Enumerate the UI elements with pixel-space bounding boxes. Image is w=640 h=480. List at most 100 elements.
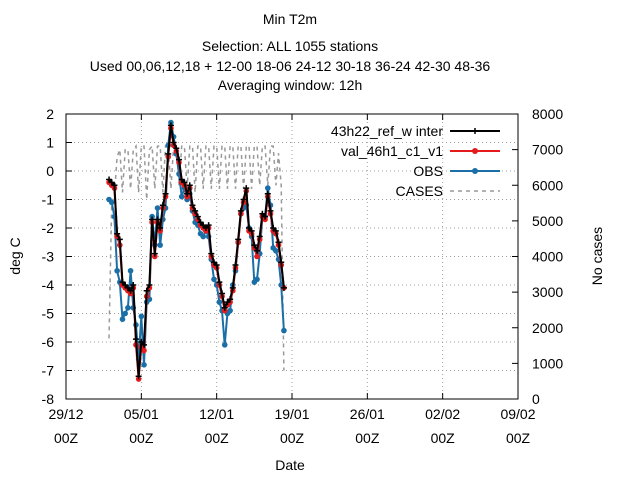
data-point bbox=[273, 248, 279, 254]
data-point bbox=[208, 250, 215, 257]
chart-title-line-4: Averaging window: 12h bbox=[218, 77, 363, 93]
data-point bbox=[143, 287, 150, 294]
data-point bbox=[211, 276, 217, 283]
y-tick-label: -5 bbox=[42, 306, 55, 322]
data-point bbox=[254, 276, 260, 283]
x-tick-label-hour: 00Z bbox=[54, 430, 79, 446]
data-point bbox=[232, 262, 239, 269]
data-point bbox=[216, 279, 223, 286]
data-point bbox=[184, 190, 191, 197]
x-tick-label-hour: 00Z bbox=[280, 430, 305, 446]
data-point bbox=[176, 156, 182, 163]
data-point bbox=[200, 233, 207, 240]
series-line bbox=[108, 144, 285, 371]
y2-tick-label: 8000 bbox=[532, 106, 563, 122]
legend-marker bbox=[472, 148, 478, 154]
legend-marker bbox=[472, 168, 478, 174]
y-tick-label: 2 bbox=[46, 106, 54, 122]
data-point bbox=[264, 190, 271, 197]
data-point bbox=[280, 284, 287, 291]
y-tick-label: 1 bbox=[46, 135, 54, 151]
x-tick-label-date: 02/02 bbox=[425, 406, 460, 422]
data-point bbox=[235, 236, 242, 243]
x-tick-label-date: 12/01 bbox=[199, 406, 234, 422]
data-point bbox=[221, 304, 228, 311]
y-tick-label: -7 bbox=[42, 363, 55, 379]
data-point bbox=[132, 336, 139, 343]
y2-tick-label: 4000 bbox=[532, 249, 563, 265]
data-point bbox=[237, 207, 244, 214]
legend: 43h22_ref_w inter val_46h1_c1_v1 OBS CASES bbox=[331, 123, 500, 199]
y2-tick-label: 0 bbox=[532, 391, 540, 407]
data-point bbox=[240, 196, 247, 203]
data-point bbox=[192, 207, 199, 214]
data-point bbox=[157, 242, 163, 248]
data-point bbox=[157, 225, 164, 231]
x-axis-label: Date bbox=[275, 457, 305, 473]
data-point bbox=[227, 307, 233, 314]
data-point bbox=[135, 373, 142, 380]
data-point bbox=[125, 305, 131, 311]
data-point bbox=[141, 341, 148, 348]
data-point bbox=[213, 262, 220, 269]
x-tick-label-hour: 00Z bbox=[431, 430, 456, 446]
data-point bbox=[138, 313, 145, 320]
data-point bbox=[167, 122, 174, 129]
data-point bbox=[267, 207, 274, 214]
chart-title-line-3: Used 00,06,12,18 + 12-00 18-06 24-12 30-… bbox=[90, 58, 491, 74]
data-point bbox=[272, 227, 279, 234]
data-point bbox=[219, 290, 226, 297]
x-tick-label-date: 26/01 bbox=[350, 406, 385, 422]
data-point bbox=[189, 202, 196, 209]
data-point bbox=[181, 179, 188, 186]
data-point bbox=[221, 342, 228, 348]
data-point bbox=[127, 287, 134, 294]
data-point bbox=[205, 222, 212, 229]
data-point bbox=[275, 239, 282, 246]
x-tick-label-date: 29/12 bbox=[48, 406, 83, 422]
chart-title-line-1: Min T2m bbox=[263, 11, 317, 27]
data-point bbox=[254, 247, 261, 254]
data-point bbox=[256, 233, 263, 240]
y-axis-label: deg C bbox=[7, 237, 23, 274]
data-point bbox=[162, 190, 169, 197]
y-tick-label: -6 bbox=[42, 334, 55, 350]
data-point bbox=[264, 185, 271, 191]
axis-ticks: 2 1 0 -1 -2 -3 -4 -5 -6 -7 -8 8000 7000 6000 5000 4000 3… bbox=[42, 106, 564, 446]
data-point bbox=[111, 182, 118, 189]
data-point bbox=[141, 362, 147, 368]
data-point bbox=[149, 216, 156, 223]
data-point bbox=[216, 299, 223, 305]
y-tick-label: -1 bbox=[42, 192, 55, 208]
data-point bbox=[119, 316, 126, 323]
series-layer bbox=[106, 119, 287, 382]
data-point bbox=[159, 202, 166, 209]
data-point bbox=[178, 193, 185, 200]
data-point bbox=[154, 216, 161, 223]
data-point bbox=[248, 227, 255, 234]
data-point bbox=[151, 250, 158, 257]
y-tick-label: -3 bbox=[42, 249, 55, 265]
data-point bbox=[146, 282, 153, 288]
legend-label: 43h22_ref_w inter bbox=[331, 123, 443, 139]
data-point bbox=[243, 185, 250, 192]
data-point bbox=[186, 182, 193, 189]
legend-label: CASES bbox=[396, 183, 443, 199]
data-point bbox=[116, 236, 123, 243]
legend-marker bbox=[472, 128, 478, 134]
y2-axis-label: No cases bbox=[589, 227, 605, 285]
chart-title-block: Min T2m Selection: ALL 1055 stations Use… bbox=[90, 11, 491, 93]
y-tick-label: -8 bbox=[42, 391, 55, 407]
chart-title-line-2: Selection: ALL 1055 stations bbox=[202, 38, 378, 54]
x-tick-label-hour: 00Z bbox=[355, 430, 380, 446]
y-tick-label: 0 bbox=[46, 163, 54, 179]
data-point bbox=[254, 253, 260, 260]
data-point bbox=[141, 347, 147, 354]
y2-tick-label: 1000 bbox=[532, 355, 563, 371]
data-point bbox=[229, 284, 236, 291]
data-point bbox=[251, 242, 258, 249]
data-point bbox=[108, 199, 115, 206]
x-tick-label-hour: 00Z bbox=[506, 430, 531, 446]
data-point bbox=[170, 139, 177, 146]
